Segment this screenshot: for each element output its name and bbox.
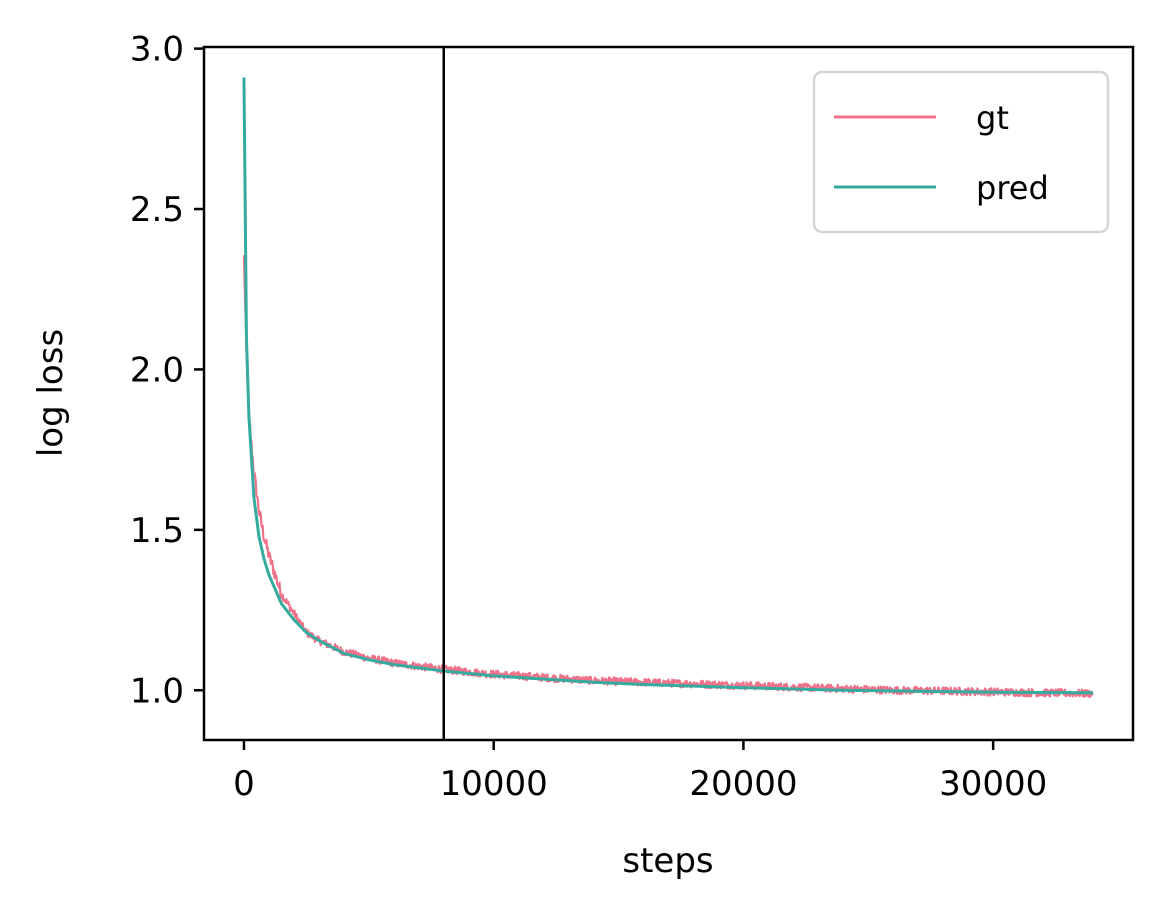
series-line-gt [242,255,1094,698]
plot-area [242,47,1094,740]
y-tick-label: 1.0 [130,671,184,711]
axes: 0 10000 20000 30000 1.0 1.5 2.0 2.5 3.0 [130,30,1135,804]
y-tick-label: 2.5 [130,190,184,230]
legend: gt pred [812,70,1110,234]
y-tick-label: 3.0 [130,30,184,70]
legend-label-gt: gt [976,99,1009,137]
legend-label-pred: pred [976,169,1049,207]
x-tick-label: 10000 [440,764,548,804]
y-tick-label: 2.0 [130,350,184,390]
x-tick-label: 30000 [939,764,1047,804]
y-tick-label: 1.5 [130,511,184,551]
axes-frame [202,45,1135,742]
series-line-pred [242,77,1094,695]
legend-box [812,70,1110,234]
x-axis-label: steps [622,841,713,881]
x-tick-label: 0 [233,764,255,804]
y-axis-label: log loss [31,329,71,457]
x-tick-label: 20000 [689,764,797,804]
